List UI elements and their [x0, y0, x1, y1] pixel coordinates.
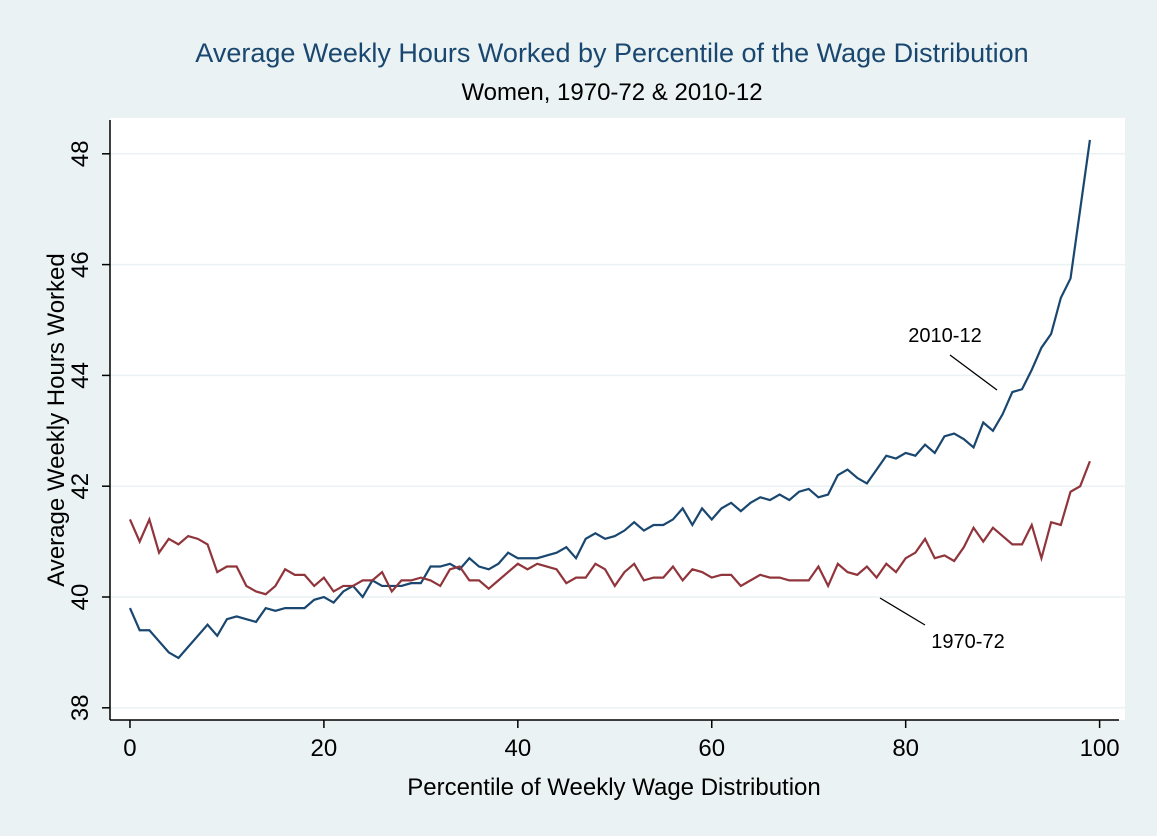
x-tick-label: 40 — [504, 735, 531, 762]
series-label: 2010-12 — [908, 325, 981, 347]
chart-subtitle: Women, 1970-72 & 2010-12 — [461, 79, 762, 106]
y-axis-title: Average Weekly Hours Worked — [43, 253, 70, 586]
y-tick-label: 44 — [67, 362, 94, 389]
x-tick-label: 20 — [311, 735, 338, 762]
line-series — [128, 460, 1091, 596]
y-tick-label: 48 — [67, 140, 94, 167]
x-tick-label: 100 — [1080, 735, 1120, 762]
x-tick-label: 80 — [892, 735, 919, 762]
y-tick-label: 46 — [67, 251, 94, 278]
chart-title: Average Weekly Hours Worked by Percentil… — [195, 38, 1028, 68]
label-leader — [949, 354, 998, 391]
plot-area — [110, 118, 1125, 720]
x-tick-label: 0 — [123, 735, 136, 762]
y-tick-label: 42 — [67, 473, 94, 500]
series-label: 1970-72 — [931, 631, 1004, 653]
x-axis-title: Percentile of Weekly Wage Distribution — [407, 774, 821, 801]
y-tick-label: 40 — [67, 584, 94, 611]
y-tick-label: 38 — [67, 694, 94, 721]
label-leader — [879, 597, 926, 626]
line-series — [128, 139, 1092, 660]
x-tick-label: 60 — [698, 735, 725, 762]
